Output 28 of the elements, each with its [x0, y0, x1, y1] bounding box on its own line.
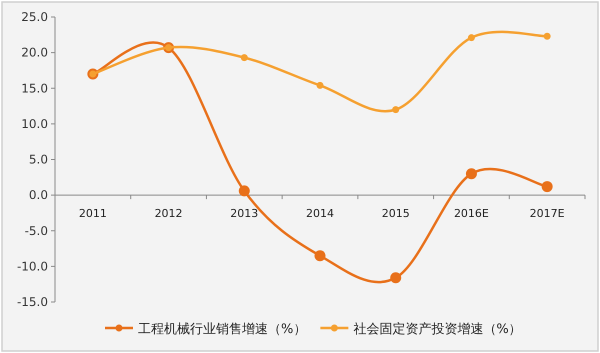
- legend-label: 社会固定资产投资增速（%）: [353, 322, 522, 337]
- y-tick-label: 0.0: [28, 188, 48, 202]
- y-tick-label: 20.0: [21, 46, 48, 60]
- point: [390, 272, 402, 284]
- x-tick-label: 2017E: [530, 207, 565, 220]
- legend-label: 工程机械行业销售增速（%）: [138, 322, 306, 337]
- point: [240, 54, 248, 62]
- y-tick-label: 5.0: [28, 152, 48, 166]
- point: [468, 34, 475, 42]
- y-tick-label: 10.0: [21, 116, 48, 131]
- y-tick-label: 25.0: [21, 10, 48, 24]
- y-tick-label: -5.0: [24, 224, 48, 238]
- x-tick-label: 2014: [306, 207, 334, 220]
- point: [316, 82, 324, 89]
- point: [542, 181, 553, 192]
- point: [466, 168, 477, 180]
- y-tick-label: 15.0: [21, 81, 48, 96]
- point: [238, 185, 250, 196]
- x-tick-label: 2011: [78, 207, 107, 220]
- y-tick-label: -15.0: [16, 295, 48, 309]
- x-tick-label: 2013: [230, 207, 258, 220]
- point: [544, 32, 551, 40]
- x-tick-label: 2012: [154, 207, 183, 220]
- y-tick-label: -10.0: [16, 259, 48, 274]
- point: [392, 106, 400, 114]
- point: [314, 250, 326, 262]
- x-tick-label: 2015: [382, 207, 410, 220]
- x-tick-label: 2016E: [454, 207, 489, 220]
